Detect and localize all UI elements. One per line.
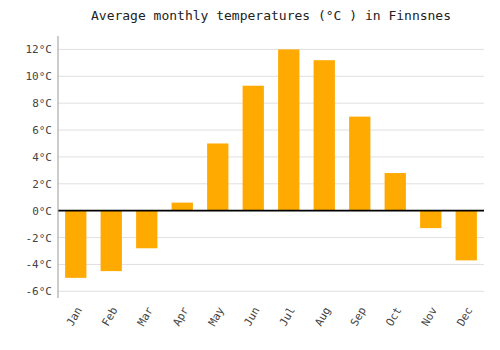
zero-line [58, 210, 484, 212]
y-tick-label: 8°C [32, 97, 52, 110]
grid-line [58, 291, 484, 292]
bar [278, 49, 299, 210]
grid [58, 49, 484, 291]
y-tick-label: -4°C [26, 258, 53, 271]
x-tick-label: Aug [312, 305, 333, 329]
x-tick-label: May [206, 305, 227, 329]
bar [65, 211, 86, 278]
y-tick-label: -2°C [26, 232, 53, 245]
y-tick-label: 10°C [26, 70, 53, 83]
chart-svg: Average monthly temperatures (°C ) in Fi… [0, 0, 500, 350]
x-tick-label: Dec [454, 305, 475, 329]
grid-line [58, 210, 484, 211]
x-tick-label: Apr [170, 305, 191, 329]
grid-line [58, 237, 484, 238]
y-tick-label: -6°C [26, 285, 53, 298]
x-tick-label: Jun [241, 305, 262, 329]
grid-line [58, 264, 484, 265]
bar [420, 211, 441, 228]
bar [385, 173, 406, 211]
x-tick-labels: Jan Feb Mar Apr May Jun Jul Aug Sep Oct Nov Dec [64, 305, 476, 329]
bar [101, 211, 122, 271]
chart-container: Average monthly temperatures (°C ) in Fi… [0, 0, 500, 350]
x-tick-label: Jul [277, 305, 298, 329]
grid-line [58, 103, 484, 104]
y-tick-label: 6°C [32, 124, 52, 137]
bar [349, 117, 370, 211]
x-tick-label: Feb [99, 305, 120, 329]
x-tick-label: Mar [135, 305, 156, 329]
bar [314, 60, 335, 210]
bar [172, 203, 193, 211]
y-tick-label: 0°C [32, 205, 52, 218]
y-axis-line [58, 36, 59, 298]
y-tick-label: 2°C [32, 178, 52, 191]
grid-line [58, 156, 484, 157]
y-tick-label: 12°C [26, 43, 53, 56]
grid-line [58, 76, 484, 77]
x-tick-label: Jan [64, 305, 85, 329]
bar [136, 211, 157, 249]
bar [207, 143, 228, 210]
grid-line [58, 130, 484, 131]
grid-line [58, 183, 484, 184]
y-tick-labels: -6°C -4°C -2°C 0°C 2°C 4°C 6°C 8°C 10°C 12°C [26, 43, 53, 298]
bar [456, 211, 477, 261]
grid-line [58, 49, 484, 50]
bar [243, 86, 264, 211]
x-tick-label: Nov [419, 305, 440, 329]
y-tick-label: 4°C [32, 151, 52, 164]
x-tick-label: Sep [348, 305, 369, 329]
x-tick-label: Oct [383, 305, 404, 329]
bars [65, 49, 477, 277]
title: Average monthly temperatures (°C ) in Fi… [91, 8, 451, 23]
